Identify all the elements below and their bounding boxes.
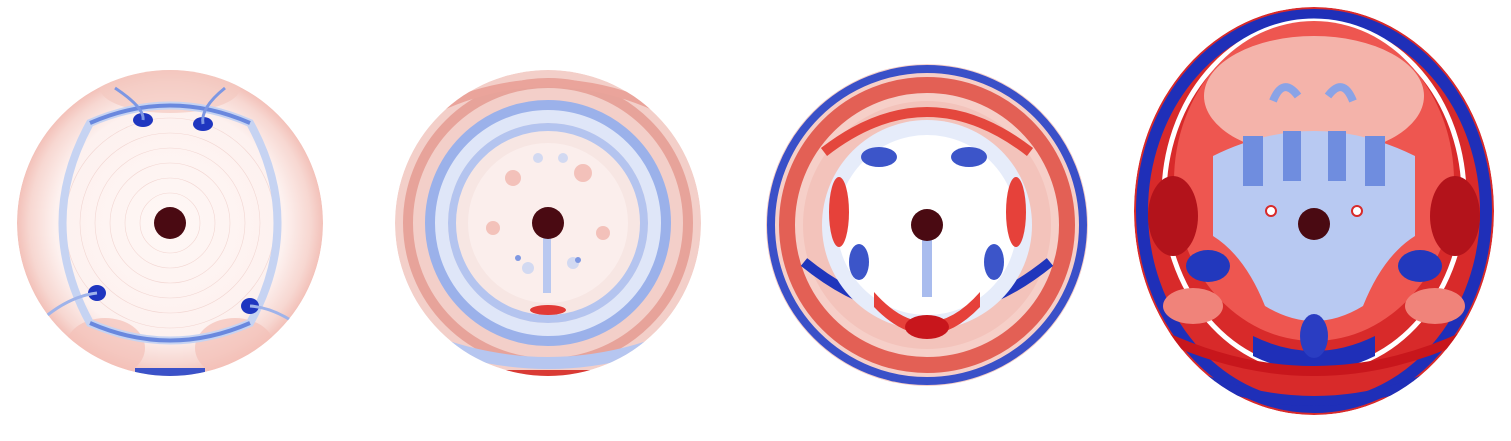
core-disk bbox=[154, 207, 186, 239]
simulation-panel-1 bbox=[17, 70, 323, 376]
core-disk bbox=[911, 209, 943, 241]
core-disk bbox=[532, 207, 564, 239]
simulation-panel-4 bbox=[1134, 7, 1494, 415]
simulation-panel-3 bbox=[766, 64, 1088, 386]
core-disk bbox=[1298, 208, 1330, 240]
simulation-panel-2 bbox=[395, 70, 701, 376]
